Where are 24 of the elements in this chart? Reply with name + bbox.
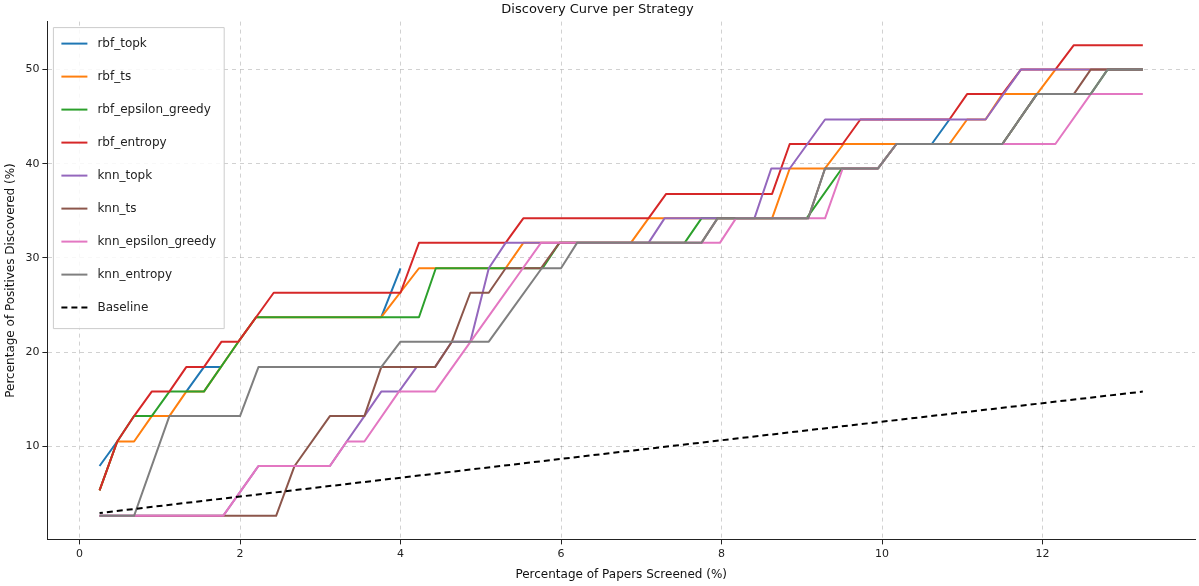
x-tick-label: 8 bbox=[718, 546, 726, 560]
y-tick-label: 10 bbox=[25, 439, 40, 453]
x-axis-title: Percentage of Papers Screened (%) bbox=[515, 566, 727, 581]
x-tick-label: 12 bbox=[1035, 546, 1050, 560]
legend-label: rbf_entropy bbox=[97, 134, 167, 149]
x-tick-label: 10 bbox=[875, 546, 890, 560]
legend-label: rbf_epsilon_greedy bbox=[97, 101, 211, 116]
legend-label: rbf_ts bbox=[97, 68, 132, 83]
y-tick-label: 20 bbox=[25, 344, 40, 358]
x-tick-label: 6 bbox=[557, 546, 565, 560]
x-tick-label: 4 bbox=[397, 546, 405, 560]
y-tick-label: 50 bbox=[25, 62, 40, 76]
legend-label: rbf_topk bbox=[97, 35, 147, 50]
legend-label: knn_entropy bbox=[97, 266, 172, 281]
y-tick-label: 30 bbox=[25, 250, 40, 264]
legend-label: knn_ts bbox=[97, 200, 137, 215]
y-tick-label: 40 bbox=[25, 156, 40, 170]
y-axis-title: Percentage of Positives Discovered (%) bbox=[3, 163, 18, 398]
chart-title: Discovery Curve per Strategy bbox=[501, 1, 694, 17]
legend-label: knn_topk bbox=[97, 167, 153, 182]
legend-label: knn_epsilon_greedy bbox=[97, 233, 217, 248]
x-tick-label: 2 bbox=[236, 546, 244, 560]
x-tick-label: 0 bbox=[76, 546, 83, 560]
legend-label: Baseline bbox=[97, 299, 149, 314]
